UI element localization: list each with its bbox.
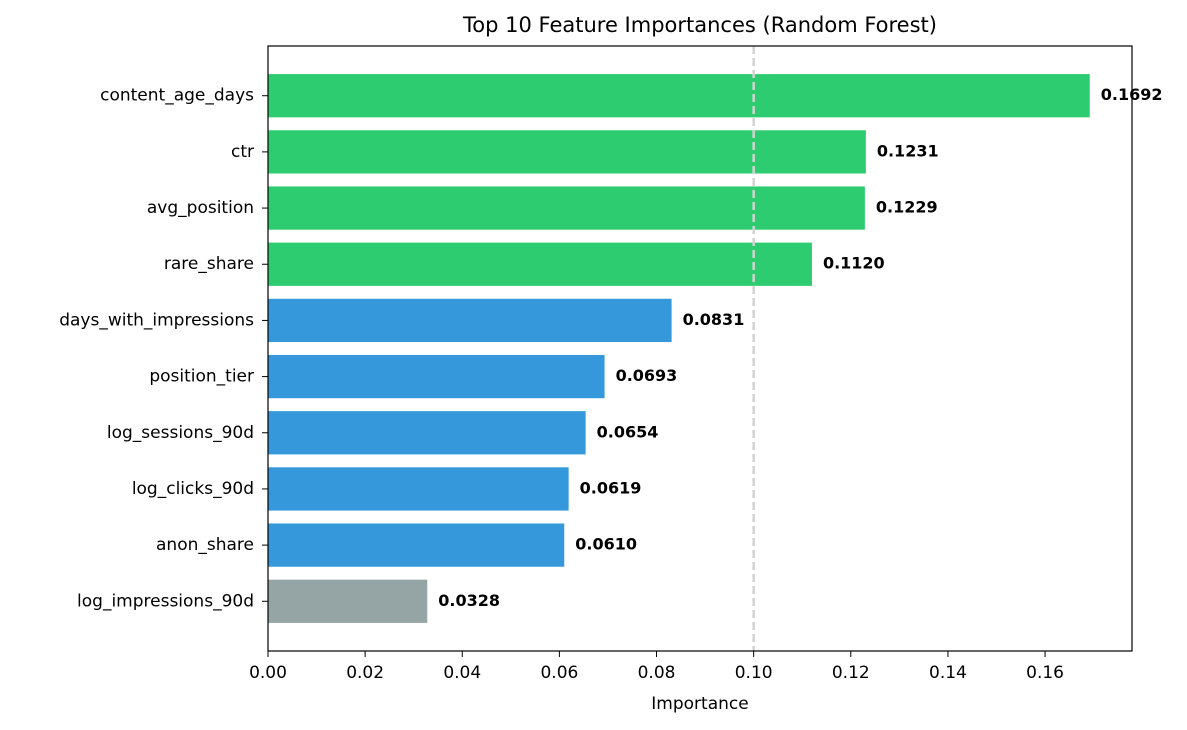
- x-axis-label: Importance: [651, 694, 748, 714]
- value-label: 0.0610: [575, 535, 637, 554]
- value-label: 0.1229: [876, 198, 938, 217]
- x-tick-label: 0.02: [346, 663, 384, 683]
- bar: [268, 186, 865, 230]
- bar: [268, 74, 1090, 118]
- y-tick-label: content_age_days: [100, 86, 254, 106]
- x-tick-label: 0.12: [832, 663, 870, 683]
- bar: [268, 579, 428, 623]
- x-tick-label: 0.04: [443, 663, 481, 683]
- value-label: 0.0831: [683, 310, 745, 329]
- bar: [268, 523, 565, 567]
- bar: [268, 298, 672, 343]
- value-label: 0.1231: [877, 141, 939, 160]
- x-tick-label: 0.08: [638, 663, 676, 683]
- value-label: 0.0693: [616, 366, 678, 385]
- value-label: 0.0654: [597, 422, 659, 441]
- y-tick-label: log_clicks_90d: [132, 479, 254, 499]
- y-tick-label: anon_share: [156, 535, 254, 555]
- x-tick-label: 0.10: [735, 663, 773, 683]
- value-label: 0.0328: [438, 591, 500, 610]
- bar: [268, 467, 569, 511]
- bar: [268, 354, 605, 399]
- y-tick-label: ctr: [231, 142, 254, 162]
- x-tick-label: 0.06: [540, 663, 578, 683]
- chart-title: Top 10 Feature Importances (Random Fores…: [462, 13, 937, 37]
- y-tick-label: rare_share: [164, 254, 254, 274]
- value-label: 0.1120: [823, 254, 885, 273]
- bar: [268, 130, 866, 174]
- x-tick-label: 0.14: [929, 663, 967, 683]
- y-tick-label: days_with_impressions: [59, 310, 254, 330]
- x-tick-label: 0.00: [249, 663, 287, 683]
- plot-frame: [267, 45, 1133, 652]
- bar: [268, 411, 586, 455]
- bar: [268, 242, 812, 286]
- y-tick-label: position_tier: [149, 367, 254, 387]
- y-tick-label: log_impressions_90d: [77, 591, 254, 611]
- x-tick-label: 0.16: [1026, 663, 1064, 683]
- y-tick-label: log_sessions_90d: [107, 423, 254, 443]
- y-tick-label: avg_position: [147, 198, 254, 218]
- value-label: 0.0619: [580, 478, 642, 497]
